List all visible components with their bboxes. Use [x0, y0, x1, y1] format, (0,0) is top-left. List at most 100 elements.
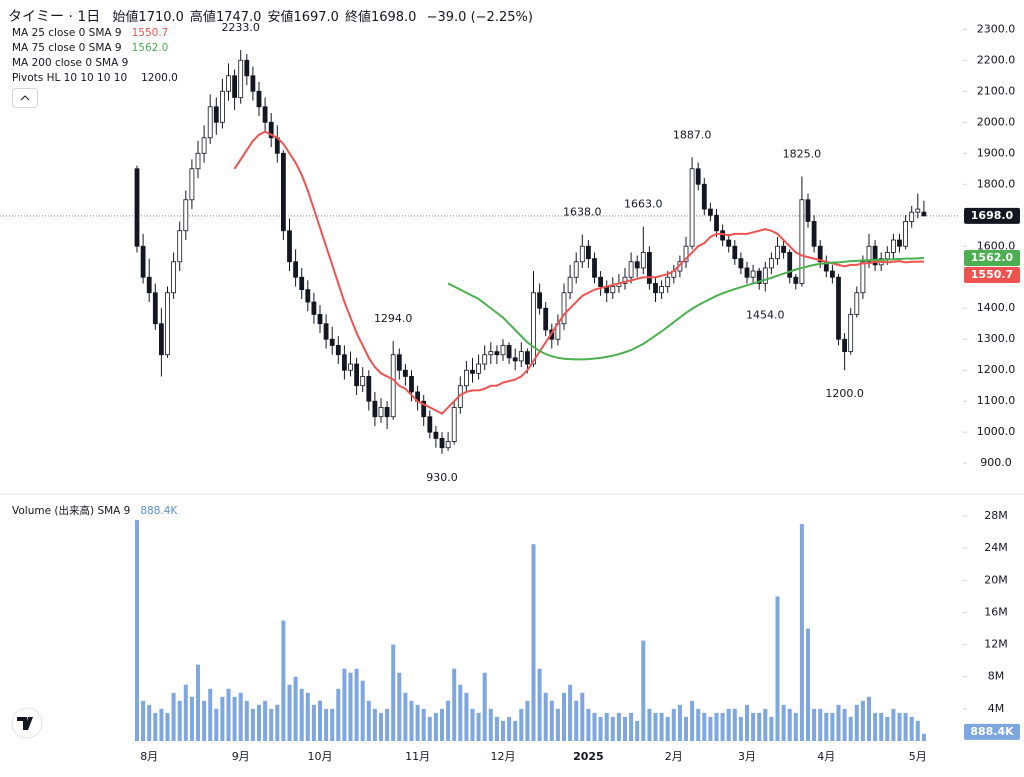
volume-bar: [616, 712, 621, 741]
volume-bar: [824, 712, 829, 741]
volume-bar: [482, 672, 487, 741]
volume-bar: [793, 712, 798, 741]
volume-bar: [635, 720, 640, 741]
x-tick-label: 9月: [232, 750, 250, 763]
volume-bar: [403, 692, 408, 741]
volume-bar: [141, 700, 146, 741]
candle-body: [732, 245, 738, 260]
volume-bar: [720, 712, 725, 741]
volume-bar: [745, 704, 749, 741]
pivot-label: 1294.0: [374, 312, 413, 325]
legend-value: 1562.0: [131, 42, 169, 54]
volume-bar: [202, 700, 207, 741]
volume-bar: [324, 708, 329, 741]
volume-bar: [909, 716, 914, 741]
volume-bar: [415, 704, 420, 741]
volume-bar: [342, 668, 347, 741]
candle-body: [268, 121, 274, 139]
volume-bar: [574, 700, 579, 741]
volume-bar: [830, 712, 835, 741]
volume-bar: [903, 712, 908, 741]
candle-body: [830, 270, 835, 278]
volume-bar: [897, 712, 902, 741]
ohlc-value: 1697.0: [293, 10, 339, 25]
candle-body: [726, 239, 732, 247]
candle-body: [909, 211, 915, 222]
candle-body: [213, 106, 219, 123]
volume-bar: [696, 708, 701, 741]
ohlc-value: 1698.0: [370, 10, 417, 25]
ohlc: 始値1710.0 高値1747.0 安値1697.0 終値1698.0: [112, 10, 422, 25]
candle-body: [610, 286, 616, 294]
volume-bar: [915, 720, 920, 741]
volume-bar: [318, 700, 322, 741]
volume-bar: [275, 704, 280, 741]
volume-bar: [250, 708, 255, 741]
candle-body: [567, 276, 573, 294]
candle-body: [586, 245, 591, 260]
candle-body: [854, 292, 860, 315]
candle-body: [921, 211, 927, 217]
volume-bar: [159, 708, 164, 741]
candle-body: [836, 276, 841, 340]
candle-body: [842, 338, 847, 353]
candle-body: [311, 301, 317, 315]
candle-body: [140, 245, 146, 278]
volume-bar: [836, 704, 841, 741]
candle-body: [299, 276, 305, 291]
volume-bar: [842, 708, 847, 741]
volume-bar: [452, 668, 457, 741]
candle-body: [659, 286, 664, 294]
y-tick-label: 1300.0: [977, 332, 1016, 345]
y-tick-label: 1200.0: [977, 363, 1016, 376]
volume-bar: [677, 704, 682, 741]
volume-legend: Volume (出来高) SMA 9 888.4K: [12, 503, 177, 518]
candle-body: [183, 199, 189, 232]
candle-body: [189, 168, 195, 201]
volume-bar: [732, 708, 737, 741]
candle-body: [775, 245, 780, 260]
candle-body: [750, 270, 756, 278]
candle-body: [293, 261, 299, 278]
ohlc-value: 1747.0: [215, 10, 262, 25]
change: −39.0 (−2.25%): [426, 10, 533, 25]
volume-bar: [189, 696, 194, 741]
y-tick-label: 2000.0: [977, 115, 1016, 128]
volume-bar: [360, 680, 365, 741]
candle-body: [146, 276, 152, 294]
volume-bar: [873, 712, 878, 741]
volume-bar: [238, 692, 243, 741]
volume-bar: [354, 668, 359, 741]
volume-bar: [427, 716, 432, 741]
volume-bar: [147, 704, 152, 741]
legend-sub: SMA 9: [97, 505, 131, 517]
volume-bar: [311, 704, 316, 741]
tv-logo: [11, 707, 43, 739]
header: タイミー · 1日 始値1710.0 高値1747.0 安値1697.0 終値1698…: [8, 6, 533, 26]
collapse-button[interactable]: [12, 88, 38, 108]
candle-body: [903, 221, 908, 247]
y-tick-label: 1900.0: [977, 146, 1016, 159]
pivot-label: 1887.0: [673, 128, 712, 141]
volume-bar: [726, 708, 731, 741]
candle-body: [378, 407, 384, 418]
candle-body: [512, 357, 518, 362]
volume-bar: [226, 688, 231, 741]
volume-bar: [476, 712, 481, 741]
volume-bar: [433, 712, 438, 741]
candle-body: [390, 354, 396, 418]
y-tick-label: 8M: [988, 670, 1005, 683]
pivot-label: 1638.0: [563, 205, 602, 218]
candle-body: [872, 245, 878, 266]
volume-bar: [787, 708, 792, 741]
candle-body: [891, 239, 896, 253]
volume-bar: [702, 712, 707, 741]
y-tick-label: 4M: [988, 702, 1005, 715]
candle-body: [647, 252, 652, 284]
candle-body: [439, 438, 445, 449]
candle-body: [372, 400, 378, 418]
candle-body: [335, 345, 341, 356]
volume-bar: [446, 700, 451, 741]
candle-body: [360, 376, 366, 387]
